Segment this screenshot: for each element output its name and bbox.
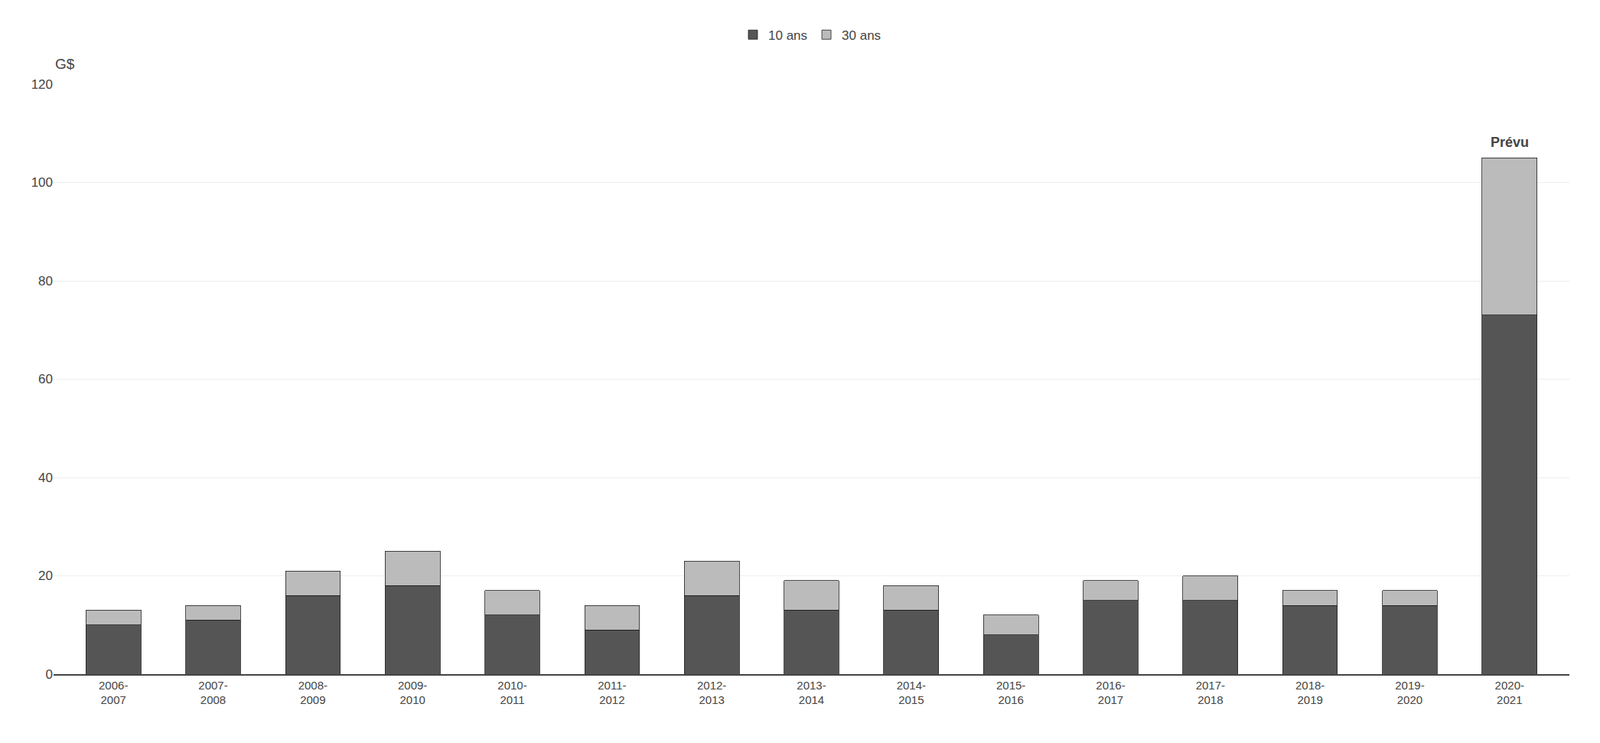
svg-text:2010-2011: 2010-2011 — [497, 678, 527, 708]
svg-text:2009-2010: 2009-2010 — [397, 678, 427, 708]
svg-text:120: 120 — [31, 77, 53, 92]
svg-text:2020-2021: 2020-2021 — [1495, 678, 1525, 708]
svg-text:80: 80 — [38, 273, 53, 289]
svg-text:10 ans: 10 ans — [768, 28, 808, 43]
svg-text:2014-2015: 2014-2015 — [896, 678, 926, 708]
svg-text:2018-2019: 2018-2019 — [1295, 678, 1325, 708]
svg-text:2013-2014: 2013-2014 — [796, 678, 826, 708]
svg-text:2007-2008: 2007-2008 — [198, 678, 228, 708]
svg-text:100: 100 — [31, 175, 53, 190]
svg-text:20: 20 — [38, 568, 53, 584]
svg-text:2015-2016: 2015-2016 — [996, 678, 1026, 708]
svg-text:30 ans: 30 ans — [841, 28, 881, 43]
svg-text:0: 0 — [45, 667, 53, 682]
svg-text:2011-2012: 2011-2012 — [597, 678, 626, 708]
svg-text:2017-2018: 2017-2018 — [1195, 678, 1226, 708]
svg-text:2016-2017: 2016-2017 — [1095, 678, 1125, 708]
svg-text:2012-2013: 2012-2013 — [697, 678, 727, 708]
svg-text:Prévu: Prévu — [1490, 134, 1529, 150]
svg-text:G$: G$ — [55, 55, 75, 72]
svg-text:2019-2020: 2019-2020 — [1394, 678, 1425, 708]
svg-text:2006-2007: 2006-2007 — [98, 678, 128, 708]
svg-text:60: 60 — [38, 371, 53, 387]
svg-text:40: 40 — [38, 470, 53, 486]
svg-text:2008-2009: 2008-2009 — [298, 678, 328, 708]
